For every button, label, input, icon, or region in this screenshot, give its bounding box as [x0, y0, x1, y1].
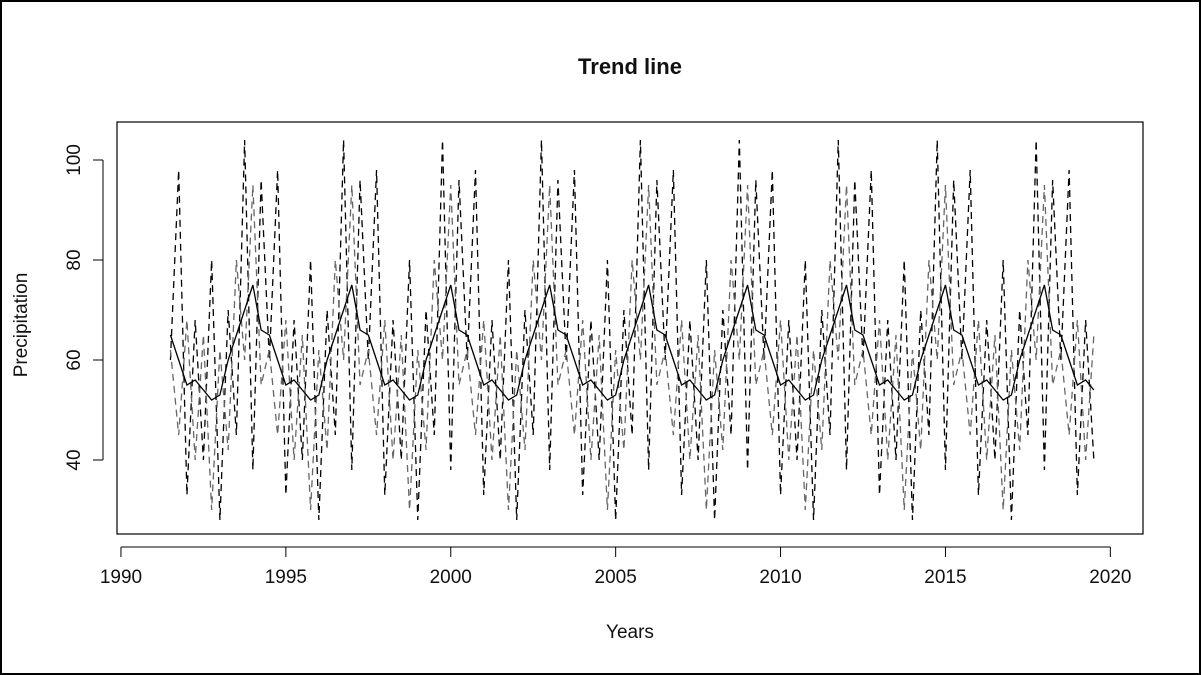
- y-tick-label: 80: [64, 249, 85, 270]
- series-line: [169, 284, 1095, 401]
- y-tick-label: 100: [64, 144, 85, 176]
- x-tick-label: 1995: [265, 567, 307, 588]
- x-tick-label: 2020: [1089, 567, 1131, 588]
- x-tick-label: 2005: [595, 567, 637, 588]
- series-line: [169, 184, 1095, 511]
- x-tick-label: 1990: [100, 567, 142, 588]
- x-tick-label: 2000: [430, 567, 472, 588]
- x-tick-label: 2015: [924, 567, 966, 588]
- chart-title: Trend line: [578, 54, 682, 79]
- plot-box: [116, 121, 1144, 535]
- y-tick-label: 40: [64, 449, 85, 470]
- series-line: [169, 139, 1095, 521]
- y-axis-label: Precipitation: [11, 273, 32, 378]
- x-axis-label: Years: [606, 622, 654, 643]
- y-tick-label: 60: [64, 349, 85, 370]
- x-tick-label: 2010: [759, 567, 801, 588]
